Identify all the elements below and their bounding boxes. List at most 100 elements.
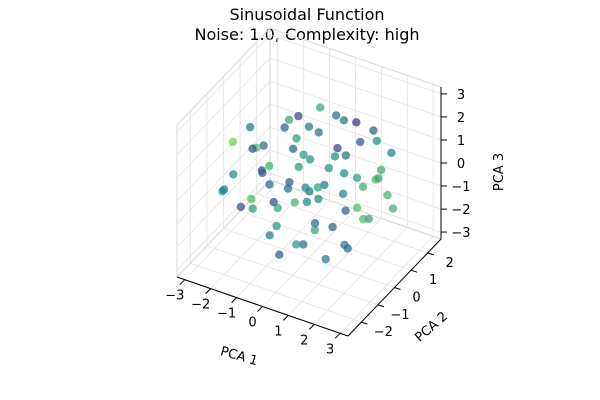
scatter-point xyxy=(341,151,350,160)
y-tick-label: 2 xyxy=(446,256,454,271)
scatter-point xyxy=(338,189,348,198)
z-grid-line xyxy=(269,34,442,95)
scatter-point xyxy=(314,128,323,137)
z-grid-line xyxy=(176,103,271,202)
scatter-point xyxy=(258,168,267,178)
scatter-point xyxy=(387,148,396,157)
x-tick-label: 3 xyxy=(326,342,334,357)
scatter-point xyxy=(269,197,278,207)
x-tick-mark xyxy=(231,297,237,303)
z-tick-label: −2 xyxy=(451,203,470,218)
scatter-point xyxy=(372,136,381,146)
z-grid-line xyxy=(176,34,271,133)
scatter-point xyxy=(310,225,319,235)
scatter-point xyxy=(328,222,337,232)
z-tick-label: 2 xyxy=(457,111,465,126)
y-axis-label: PCA 2 xyxy=(412,309,451,345)
z-grid-line xyxy=(176,57,271,156)
scatter-point xyxy=(302,197,312,207)
scatter-point xyxy=(292,240,301,249)
x-tick-label: 2 xyxy=(300,333,308,348)
scatter-point xyxy=(265,180,274,189)
scatter-point xyxy=(304,122,314,131)
z-grid-line xyxy=(176,172,271,271)
chart-subtitle: Noise: 1.0, Complexity: high xyxy=(194,25,419,44)
scatter-point xyxy=(272,221,281,231)
scatter-point xyxy=(285,178,294,187)
scatter-point xyxy=(320,180,329,190)
x-tick-mark xyxy=(179,279,186,286)
y-tick-mark xyxy=(427,252,434,256)
scatter-point xyxy=(294,162,303,172)
y-tick-label: 0 xyxy=(412,291,420,306)
scatter-point xyxy=(364,214,373,223)
scatter-point xyxy=(316,103,325,112)
scatter-point xyxy=(352,203,362,212)
y-tick-label: −2 xyxy=(374,325,393,340)
scatter-point xyxy=(284,115,294,125)
scatter-point xyxy=(330,152,340,161)
y-tick-mark xyxy=(410,269,418,273)
scatter-point xyxy=(356,137,365,147)
scatter-point xyxy=(248,204,257,213)
z-tick-label: 3 xyxy=(457,88,465,103)
y-tick-label: −1 xyxy=(390,308,409,323)
scatter-point xyxy=(294,111,303,121)
scatter-point xyxy=(333,143,342,153)
scatter-point xyxy=(228,137,238,147)
scatter-point xyxy=(299,240,308,249)
scatter-point xyxy=(339,169,349,178)
scatter-point xyxy=(321,255,330,264)
scatter-point xyxy=(332,111,341,120)
scatter-point xyxy=(290,198,299,207)
z-grid-line xyxy=(176,126,271,225)
z-grid-line xyxy=(269,80,442,141)
scatter-point xyxy=(247,194,256,204)
scatter-point xyxy=(383,191,392,200)
scatter-points xyxy=(218,103,398,264)
scatter-point xyxy=(352,173,362,182)
scatter-point xyxy=(259,141,268,150)
x-tick-mark xyxy=(334,332,341,339)
y-grid-line xyxy=(239,210,412,271)
scatter-point xyxy=(310,219,320,228)
z-tick-label: 0 xyxy=(457,157,465,172)
y-tick-mark xyxy=(361,321,368,325)
scatter-point xyxy=(352,118,361,127)
scatter-point xyxy=(275,250,284,259)
scatter-point xyxy=(273,203,282,213)
scatter-point xyxy=(324,163,333,173)
scatter-point xyxy=(305,187,314,196)
y-grid-line xyxy=(223,228,395,288)
scatter-point xyxy=(236,202,245,212)
scatter-point xyxy=(305,155,315,164)
z-grid-line xyxy=(269,172,442,233)
x-tick-mark xyxy=(257,306,263,312)
scatter-point xyxy=(248,144,257,153)
scatter-point xyxy=(283,184,293,193)
scatter-point xyxy=(341,206,350,215)
scatter-point xyxy=(265,161,274,171)
z-grid-line xyxy=(269,57,442,118)
scatter-point xyxy=(358,182,368,191)
scatter-point xyxy=(229,170,238,179)
y-tick-mark xyxy=(377,304,385,308)
y-tick-mark xyxy=(394,287,401,290)
scatter-point xyxy=(313,183,322,192)
scatter-point xyxy=(292,134,301,143)
z-grid-line xyxy=(176,149,271,248)
x-tick-label: 1 xyxy=(274,324,282,339)
scatter-point xyxy=(376,165,386,175)
x-tick-mark xyxy=(308,324,315,330)
x-tick-label: −2 xyxy=(191,298,210,313)
z-tick-label: 1 xyxy=(457,134,465,149)
scatter-point xyxy=(219,185,229,194)
chart-title: Sinusoidal Function xyxy=(230,5,385,24)
x-axis-label: PCA 1 xyxy=(219,344,260,369)
scatter-point xyxy=(280,123,289,132)
z-tick-label: −1 xyxy=(451,180,470,195)
side-pane xyxy=(176,26,271,279)
scatter-point xyxy=(339,116,349,125)
scatter-point xyxy=(299,150,308,159)
